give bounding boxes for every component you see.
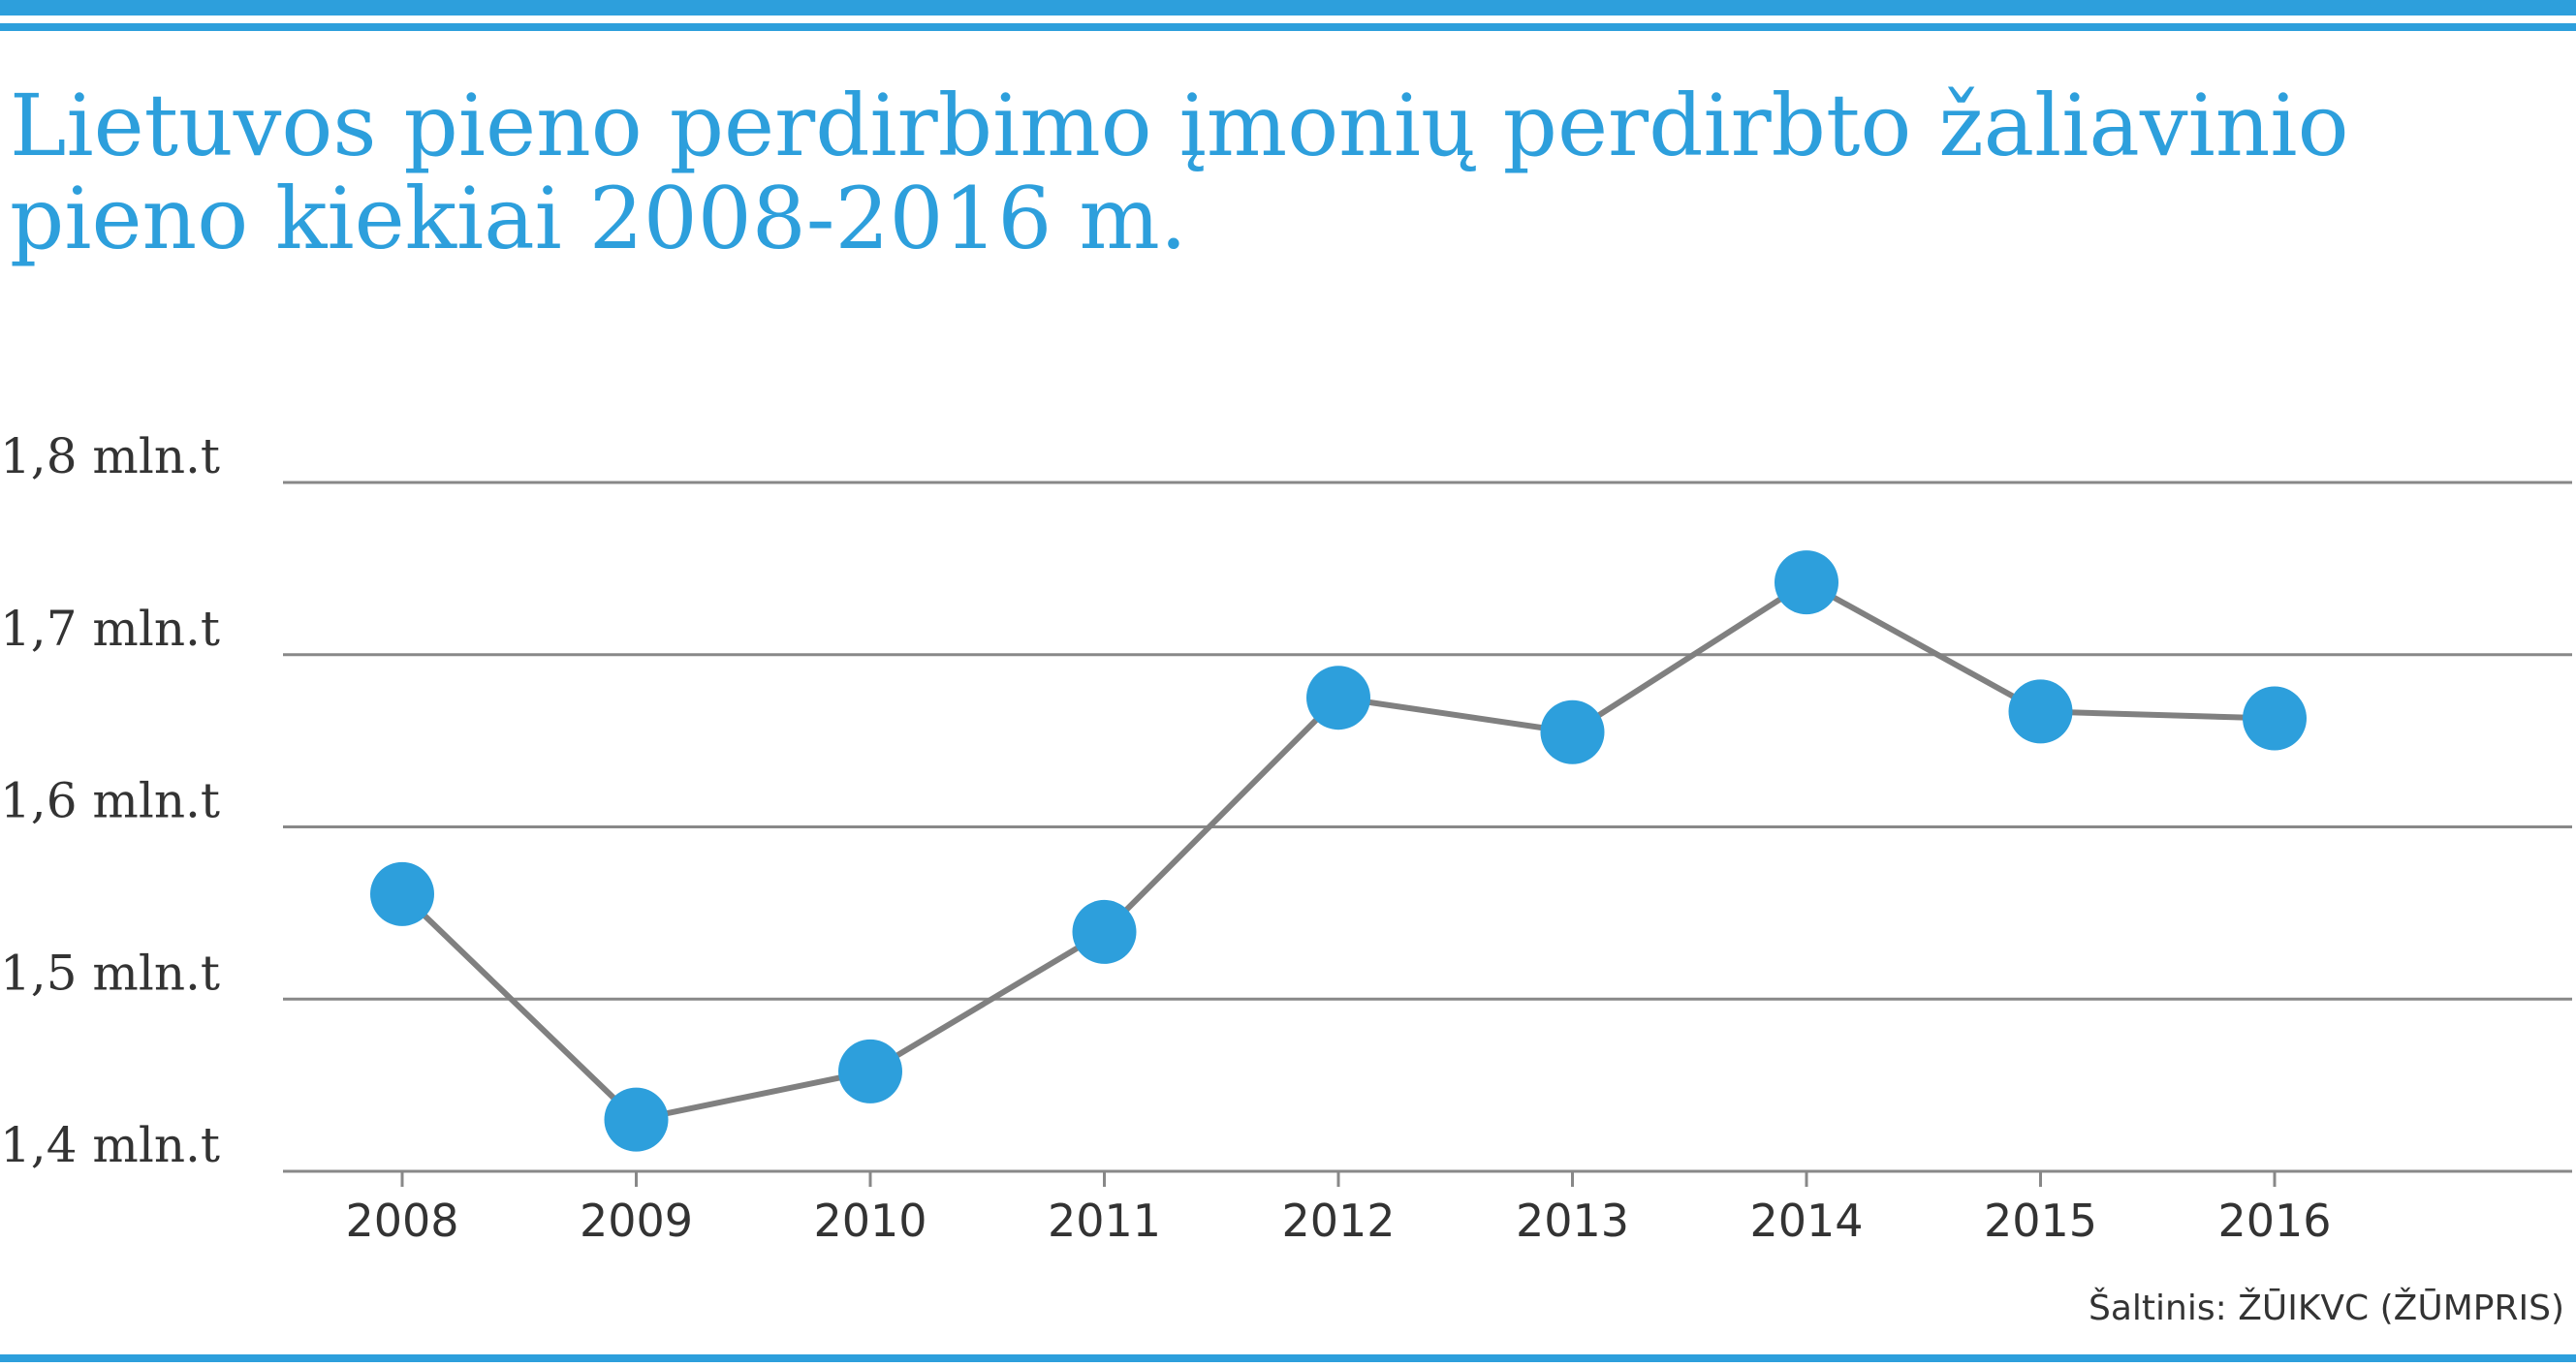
x-tick-label: 2011 <box>1048 1195 1161 1247</box>
chart-title: Lietuvos pieno perdirbimo įmonių perdirb… <box>10 79 2529 265</box>
y-tick-label: 1,6 mln.t <box>0 773 220 829</box>
y-tick-label: 1,5 mln.t <box>0 945 220 1001</box>
data-point <box>2008 679 2073 744</box>
x-tick-label: 2008 <box>345 1195 458 1247</box>
data-point <box>1306 666 1370 730</box>
top-accent-bar-thin <box>0 23 2576 31</box>
x-tick-label: 2009 <box>580 1195 693 1247</box>
x-tick-label: 2015 <box>1984 1195 2097 1247</box>
data-point <box>1072 899 1137 964</box>
y-tick-label: 1,7 mln.t <box>0 601 220 657</box>
chart-title-line-2: pieno kiekiai 2008-2016 m. <box>10 169 1187 268</box>
data-point <box>370 861 434 926</box>
top-accent-bar <box>0 0 2576 16</box>
data-point <box>838 1039 902 1103</box>
data-point <box>1775 550 1838 615</box>
x-tick-label: 2012 <box>1281 1195 1395 1247</box>
data-point <box>604 1087 669 1152</box>
series-line <box>399 579 2276 1123</box>
data-point <box>1540 699 1605 764</box>
y-tick-label: 1,4 mln.t <box>0 1117 220 1173</box>
chart-title-line-1: Lietuvos pieno perdirbimo įmonių perdirb… <box>10 76 2349 175</box>
data-point <box>2243 686 2307 751</box>
x-tick-label: 2016 <box>2217 1195 2331 1247</box>
source-note: Šaltinis: ŽŪIKVC (ŽŪMPRIS) <box>2089 1289 2564 1328</box>
bottom-accent-bar <box>0 1354 2576 1362</box>
x-tick-label: 2014 <box>1749 1195 1863 1247</box>
y-tick-label: 1,8 mln.t <box>0 428 220 484</box>
x-tick-label: 2013 <box>1516 1195 1629 1247</box>
x-tick-label: 2010 <box>813 1195 927 1247</box>
